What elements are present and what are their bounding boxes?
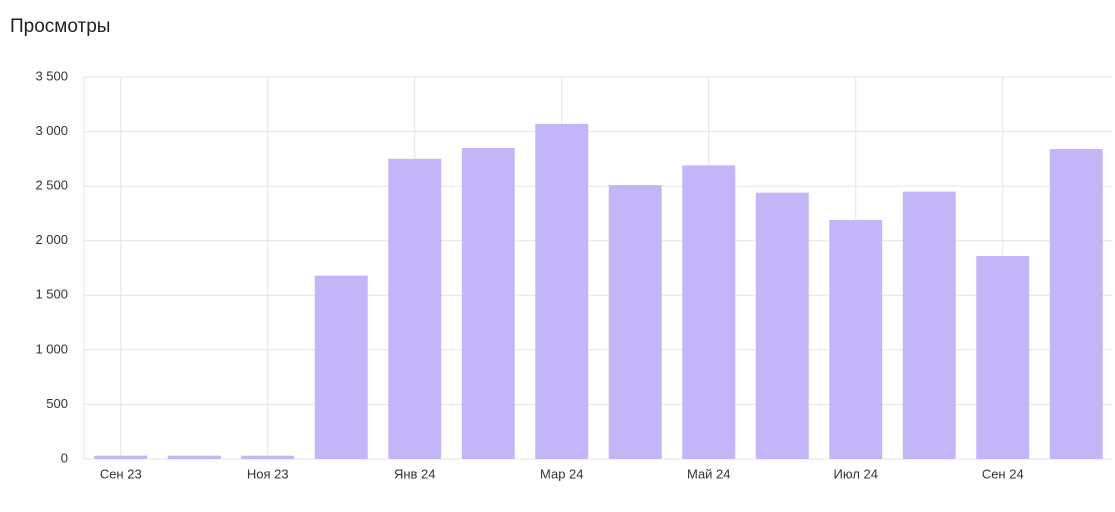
bar xyxy=(461,147,515,459)
bar xyxy=(314,275,368,459)
y-tick-label: 1 000 xyxy=(35,341,68,356)
bar xyxy=(1049,149,1103,459)
bar xyxy=(976,255,1030,459)
bar xyxy=(535,123,589,459)
x-tick-label: Мар 24 xyxy=(540,466,584,481)
y-tick-label: 1 500 xyxy=(35,287,68,302)
bar xyxy=(388,158,442,459)
y-tick-label: 0 xyxy=(61,450,68,465)
bar xyxy=(94,455,148,459)
bar xyxy=(682,165,736,460)
bar xyxy=(167,455,221,459)
bar xyxy=(829,219,883,459)
chart-title: Просмотры xyxy=(10,16,110,37)
x-tick-label: Янв 24 xyxy=(394,466,436,481)
bar xyxy=(608,185,662,459)
y-tick-label: 500 xyxy=(46,396,68,411)
y-tick-label: 3 000 xyxy=(35,123,68,138)
bar xyxy=(755,192,809,460)
x-tick-label: Июл 24 xyxy=(834,466,878,481)
bar xyxy=(241,455,295,459)
y-tick-label: 2 000 xyxy=(35,232,68,247)
y-tick-label: 3 500 xyxy=(35,68,68,83)
x-tick-label: Май 24 xyxy=(687,466,731,481)
x-tick-label: Ноя 23 xyxy=(247,466,289,481)
bar xyxy=(902,191,956,459)
y-tick-label: 2 500 xyxy=(35,178,68,193)
x-tick-label: Сен 23 xyxy=(100,466,142,481)
x-tick-label: Сен 24 xyxy=(982,466,1024,481)
